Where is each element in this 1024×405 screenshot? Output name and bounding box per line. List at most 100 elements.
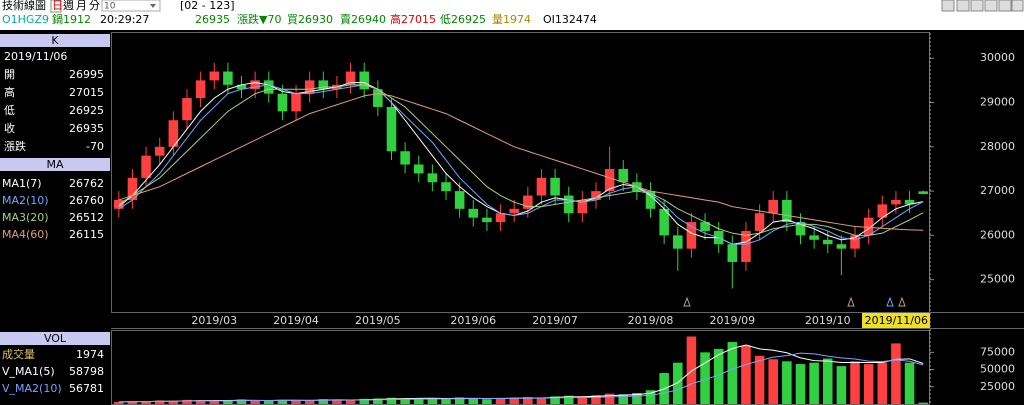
k-header: K [51, 34, 59, 47]
volume-bar [454, 397, 465, 404]
volume-bar [250, 400, 260, 404]
volume-bar [727, 342, 738, 404]
volume-bar [264, 400, 274, 404]
volume-bar [373, 398, 383, 404]
volume-bar [782, 361, 792, 404]
volume-bar [304, 400, 315, 404]
volume-bar [673, 362, 683, 404]
candle-body [236, 84, 247, 90]
volume-bar [359, 398, 369, 404]
candle-body [250, 80, 260, 90]
tab[interactable]: 週 [63, 0, 74, 12]
ma-line [118, 84, 924, 236]
y-tick-label: 25000 [980, 380, 1015, 393]
candle-body [523, 195, 533, 209]
tool-button[interactable] [998, 0, 1012, 12]
candle-body [168, 120, 179, 147]
candle-body [741, 230, 751, 262]
volume-bar [795, 364, 806, 404]
price-frame [111, 32, 930, 313]
candle-body [659, 208, 669, 236]
candle-body [495, 213, 506, 223]
ma-value: 26760 [69, 194, 104, 207]
volume-bar [168, 400, 179, 404]
volume-bar [754, 355, 765, 404]
candle-body [754, 213, 765, 231]
candle-body [618, 168, 629, 183]
candle-body [577, 199, 588, 214]
high: 高27015 [390, 12, 436, 26]
tool-button[interactable] [956, 0, 970, 12]
k-label: 低 [4, 103, 15, 117]
last: 26935 [195, 13, 230, 26]
volume-bar [277, 399, 288, 404]
y-tick-label: 29000 [980, 96, 1015, 109]
candle-body [768, 199, 778, 214]
volume-bar [741, 345, 751, 404]
vol-header: VOL [44, 332, 67, 345]
volume-bar [127, 401, 138, 404]
tool-button[interactable] [1011, 0, 1024, 12]
candle-body [645, 191, 656, 209]
candle-body [195, 80, 206, 99]
candle-body [891, 199, 901, 205]
volume-bar [318, 399, 329, 404]
candle-body [727, 244, 738, 262]
candle-body [373, 89, 383, 107]
ma-value: 26115 [69, 228, 104, 241]
vol-ma-label: V_MA1(5) [2, 365, 55, 378]
k-date: 2019/11/06 [4, 50, 67, 63]
y-tick-label: 50000 [980, 363, 1015, 376]
x-tick-label: 2019/03 [191, 314, 237, 327]
k-value: 26925 [69, 104, 104, 117]
tab[interactable]: 月 [76, 0, 87, 12]
ma-label: MA2(10) [2, 194, 49, 207]
tab[interactable]: 分 [89, 0, 100, 12]
ask: 賣26940 [340, 12, 386, 26]
candle-body [413, 164, 424, 174]
volume-bar [863, 364, 874, 404]
signals [683, 296, 906, 307]
volume-bar [904, 362, 915, 404]
tool-button[interactable] [984, 0, 998, 12]
ma-line [118, 84, 924, 245]
tool-button[interactable] [970, 0, 984, 12]
tool-button[interactable] [941, 0, 955, 12]
candle-body [904, 199, 915, 205]
volume-frame [111, 330, 930, 405]
volume-bar [536, 397, 547, 404]
signal-marker [847, 296, 855, 307]
x-tick-label: 2019/09 [709, 314, 755, 327]
candle-body [291, 93, 301, 112]
volume-bar [413, 398, 424, 404]
volume-bar [686, 336, 697, 404]
volume-bar [182, 399, 192, 404]
x-tick-label: 2019/06 [450, 314, 496, 327]
candle-body [509, 208, 519, 214]
volume-bar [509, 397, 519, 404]
volume-bar [441, 399, 451, 404]
tool-buttons [941, 0, 1024, 12]
tab-box[interactable] [50, 0, 62, 13]
volume-bar [114, 401, 124, 404]
candle-body [877, 204, 888, 218]
x-tick-label: 2019/07 [532, 314, 578, 327]
volume-bar [400, 398, 410, 404]
tab[interactable]: 日 [52, 0, 63, 12]
signal-marker [886, 296, 894, 307]
candle-body [591, 191, 601, 200]
volume-bar [209, 401, 220, 404]
period-select[interactable] [101, 0, 161, 12]
volume-bar [836, 366, 847, 404]
vol-value: 1974 [76, 348, 104, 361]
k-label: 漲跌 [4, 139, 26, 153]
volume-bar [809, 362, 819, 404]
volume-bar [223, 400, 233, 404]
y-tick-label: 25000 [980, 273, 1015, 286]
volume-bar [345, 400, 356, 404]
volume-bar [591, 395, 601, 404]
candle-body [182, 98, 192, 121]
volume-bar [386, 397, 397, 404]
candle-body [427, 173, 438, 183]
change: 漲跌▼70 [237, 12, 281, 26]
